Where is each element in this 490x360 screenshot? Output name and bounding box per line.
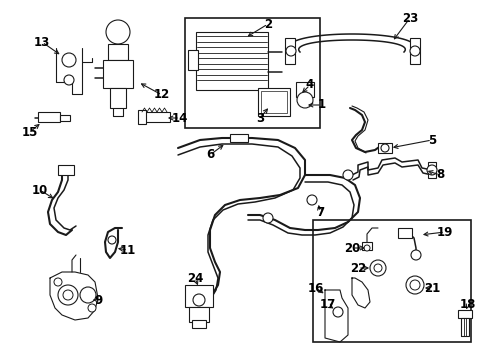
Circle shape bbox=[343, 170, 353, 180]
Text: 2: 2 bbox=[264, 18, 272, 31]
Circle shape bbox=[64, 75, 74, 85]
Bar bbox=[103, 60, 133, 88]
Circle shape bbox=[381, 144, 389, 152]
Text: 11: 11 bbox=[120, 243, 136, 256]
Circle shape bbox=[62, 53, 76, 67]
Circle shape bbox=[297, 92, 313, 108]
Bar bbox=[110, 88, 126, 108]
Text: 8: 8 bbox=[436, 168, 444, 181]
Text: 24: 24 bbox=[187, 271, 203, 284]
Circle shape bbox=[410, 280, 420, 290]
Bar bbox=[189, 307, 209, 322]
Bar bbox=[378, 143, 392, 153]
Circle shape bbox=[307, 195, 317, 205]
Text: 17: 17 bbox=[320, 298, 336, 311]
Circle shape bbox=[88, 304, 96, 312]
Bar bbox=[185, 285, 213, 307]
Circle shape bbox=[374, 264, 382, 272]
Bar bbox=[196, 32, 268, 90]
Circle shape bbox=[411, 250, 421, 260]
Bar bbox=[230, 134, 248, 142]
Bar bbox=[192, 320, 206, 328]
Text: 15: 15 bbox=[22, 126, 38, 139]
Text: 12: 12 bbox=[154, 89, 170, 102]
Text: 18: 18 bbox=[460, 298, 476, 311]
Bar bbox=[461, 318, 469, 336]
Bar bbox=[362, 242, 372, 250]
Bar bbox=[188, 50, 198, 70]
Bar bbox=[258, 88, 290, 116]
Circle shape bbox=[333, 307, 343, 317]
Bar bbox=[261, 91, 287, 113]
Circle shape bbox=[54, 278, 62, 286]
Bar bbox=[38, 112, 60, 122]
Circle shape bbox=[370, 260, 386, 276]
Bar bbox=[60, 115, 70, 121]
Bar bbox=[142, 112, 170, 122]
Circle shape bbox=[193, 294, 205, 306]
Text: 9: 9 bbox=[94, 293, 102, 306]
Circle shape bbox=[364, 245, 370, 251]
Bar bbox=[296, 82, 314, 97]
Text: 16: 16 bbox=[308, 282, 324, 294]
Circle shape bbox=[427, 165, 437, 175]
Text: 22: 22 bbox=[350, 261, 366, 274]
Circle shape bbox=[108, 236, 116, 244]
Bar bbox=[138, 110, 146, 124]
Circle shape bbox=[106, 20, 130, 44]
Text: 23: 23 bbox=[402, 12, 418, 24]
Text: 10: 10 bbox=[32, 184, 48, 197]
Text: 7: 7 bbox=[316, 206, 324, 219]
Bar bbox=[313, 220, 471, 342]
Text: 5: 5 bbox=[428, 134, 436, 147]
Text: 19: 19 bbox=[437, 225, 453, 238]
Circle shape bbox=[286, 46, 296, 56]
Text: 6: 6 bbox=[206, 148, 214, 162]
Bar bbox=[458, 310, 472, 318]
Text: 21: 21 bbox=[424, 282, 440, 294]
Text: 1: 1 bbox=[318, 99, 326, 112]
Circle shape bbox=[410, 46, 420, 56]
Bar bbox=[108, 44, 128, 60]
Bar bbox=[428, 162, 436, 178]
Bar bbox=[410, 38, 420, 64]
Text: 4: 4 bbox=[306, 78, 314, 91]
Bar bbox=[58, 165, 74, 175]
Bar bbox=[285, 38, 295, 64]
Text: 20: 20 bbox=[344, 242, 360, 255]
Circle shape bbox=[406, 276, 424, 294]
Circle shape bbox=[63, 290, 73, 300]
Circle shape bbox=[80, 287, 96, 303]
Text: 14: 14 bbox=[172, 112, 188, 125]
Text: 3: 3 bbox=[256, 112, 264, 125]
Bar bbox=[185, 18, 320, 128]
Bar bbox=[398, 228, 412, 238]
Circle shape bbox=[58, 285, 78, 305]
Circle shape bbox=[263, 213, 273, 223]
Text: 13: 13 bbox=[34, 36, 50, 49]
